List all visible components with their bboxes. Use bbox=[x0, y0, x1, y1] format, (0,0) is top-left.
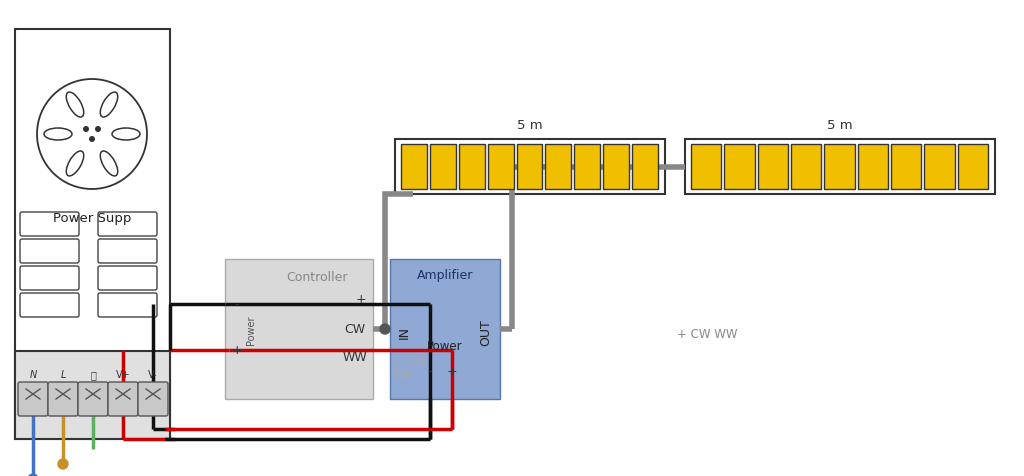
Bar bbox=[858, 145, 888, 189]
FancyBboxPatch shape bbox=[98, 293, 157, 317]
Bar bbox=[925, 145, 954, 189]
Ellipse shape bbox=[100, 93, 118, 118]
Bar bbox=[401, 145, 427, 189]
Bar bbox=[824, 145, 855, 189]
FancyBboxPatch shape bbox=[98, 213, 157, 237]
Bar bbox=[546, 145, 571, 189]
Text: N: N bbox=[30, 369, 37, 379]
Bar bbox=[758, 145, 788, 189]
Bar bbox=[15, 30, 170, 439]
Text: IN: IN bbox=[397, 326, 411, 338]
Ellipse shape bbox=[67, 152, 84, 177]
Bar bbox=[430, 145, 456, 189]
Text: Power: Power bbox=[427, 339, 463, 353]
Circle shape bbox=[380, 324, 390, 334]
FancyBboxPatch shape bbox=[48, 382, 78, 416]
Text: +: + bbox=[446, 365, 457, 378]
Bar bbox=[685, 140, 995, 195]
Text: -: - bbox=[234, 298, 240, 311]
Text: WW: WW bbox=[343, 351, 368, 364]
Bar bbox=[632, 145, 658, 189]
Text: Power Supp: Power Supp bbox=[53, 211, 131, 225]
FancyBboxPatch shape bbox=[138, 382, 168, 416]
Bar bbox=[390, 259, 500, 399]
Circle shape bbox=[28, 474, 38, 476]
Text: Power: Power bbox=[246, 315, 256, 344]
Text: L: L bbox=[60, 369, 66, 379]
Circle shape bbox=[89, 137, 95, 143]
FancyBboxPatch shape bbox=[98, 239, 157, 263]
FancyBboxPatch shape bbox=[98, 267, 157, 290]
Ellipse shape bbox=[100, 152, 118, 177]
FancyBboxPatch shape bbox=[18, 382, 48, 416]
Bar bbox=[225, 259, 373, 399]
Bar bbox=[691, 145, 721, 189]
Bar bbox=[487, 145, 514, 189]
Bar bbox=[516, 145, 543, 189]
Text: Amplifier: Amplifier bbox=[417, 269, 473, 282]
Bar bbox=[957, 145, 988, 189]
FancyBboxPatch shape bbox=[20, 239, 79, 263]
Bar bbox=[15, 351, 170, 439]
Text: 5 m: 5 m bbox=[517, 119, 543, 132]
Ellipse shape bbox=[67, 93, 84, 118]
FancyBboxPatch shape bbox=[20, 267, 79, 290]
Text: V+: V+ bbox=[116, 369, 130, 379]
Text: -: - bbox=[427, 365, 432, 378]
Circle shape bbox=[95, 127, 101, 133]
Text: Controller: Controller bbox=[286, 271, 347, 284]
Circle shape bbox=[58, 459, 68, 469]
FancyBboxPatch shape bbox=[20, 213, 79, 237]
Text: OUT: OUT bbox=[479, 319, 493, 346]
Text: V-: V- bbox=[148, 369, 158, 379]
Ellipse shape bbox=[112, 129, 140, 141]
Text: + CW WW: + CW WW bbox=[677, 328, 737, 341]
Bar bbox=[724, 145, 755, 189]
Text: CW: CW bbox=[344, 323, 366, 336]
FancyBboxPatch shape bbox=[108, 382, 138, 416]
Bar bbox=[603, 145, 629, 189]
Bar bbox=[891, 145, 922, 189]
Ellipse shape bbox=[44, 129, 72, 141]
Circle shape bbox=[37, 80, 147, 189]
Text: ⏚: ⏚ bbox=[90, 369, 96, 379]
Bar bbox=[459, 145, 484, 189]
FancyBboxPatch shape bbox=[20, 293, 79, 317]
Text: 5 m: 5 m bbox=[827, 119, 853, 132]
Text: +: + bbox=[355, 292, 367, 305]
Text: +: + bbox=[231, 344, 243, 357]
Bar bbox=[791, 145, 821, 189]
Circle shape bbox=[83, 127, 89, 133]
Text: +  CW
WW: + CW WW bbox=[393, 357, 426, 379]
Bar bbox=[574, 145, 600, 189]
Bar bbox=[395, 140, 665, 195]
FancyBboxPatch shape bbox=[78, 382, 108, 416]
